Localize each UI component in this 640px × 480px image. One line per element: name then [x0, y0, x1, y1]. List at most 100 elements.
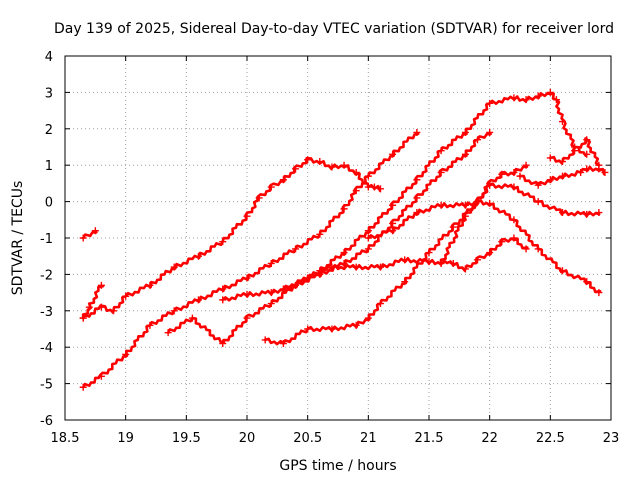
- series-line: [367, 182, 601, 240]
- data-point: [267, 289, 275, 297]
- x-tick-label: 22.5: [536, 431, 565, 446]
- data-point: [364, 234, 372, 242]
- series-arc-11: [516, 165, 609, 189]
- series-line: [549, 137, 601, 167]
- data-point: [376, 300, 384, 308]
- data-point: [364, 245, 372, 253]
- y-tick-label: -6: [40, 414, 53, 429]
- data-point: [267, 300, 275, 308]
- data-point: [146, 321, 154, 329]
- data-point: [292, 245, 300, 253]
- data-point: [413, 209, 421, 217]
- series-line: [81, 157, 382, 320]
- data-point: [510, 183, 518, 191]
- data-point: [79, 383, 87, 391]
- data-point: [486, 181, 494, 189]
- series-arc-1: [79, 227, 99, 242]
- data-point: [516, 172, 524, 180]
- data-point: [389, 219, 397, 227]
- data-point: [510, 168, 518, 176]
- data-point: [279, 176, 287, 184]
- data-point: [79, 234, 87, 242]
- data-point: [461, 212, 469, 220]
- data-point: [413, 176, 421, 184]
- y-tick-label: 0: [45, 196, 53, 211]
- data-point: [558, 209, 566, 217]
- x-tick-label: 21: [360, 431, 377, 446]
- data-point: [413, 128, 421, 136]
- data-point: [595, 161, 603, 169]
- data-point: [546, 154, 554, 162]
- data-point: [595, 209, 603, 217]
- data-point: [261, 336, 269, 344]
- data-point: [219, 238, 227, 246]
- data-point: [219, 296, 227, 304]
- data-point: [340, 259, 348, 267]
- data-point: [188, 314, 196, 322]
- data-point: [219, 285, 227, 293]
- data-point: [546, 176, 554, 184]
- data-point: [364, 227, 372, 235]
- data-point: [522, 96, 530, 104]
- data-point: [534, 92, 542, 100]
- data-point: [510, 234, 518, 242]
- data-point: [595, 289, 603, 297]
- series-arc-10: [437, 198, 603, 297]
- data-point: [316, 158, 324, 166]
- data-point: [437, 201, 445, 209]
- data-point: [364, 172, 372, 180]
- x-tick-label: 19.5: [172, 431, 201, 446]
- data-point: [376, 185, 384, 193]
- data-point: [486, 249, 494, 257]
- data-point: [255, 194, 263, 202]
- y-tick-label: 3: [45, 86, 53, 101]
- series-arc-6: [219, 128, 494, 304]
- series-arc-3: [79, 156, 384, 322]
- data-point: [449, 223, 457, 231]
- x-tick-label: 21.5: [415, 431, 444, 446]
- data-point: [474, 198, 482, 206]
- x-tick-label: 20.5: [293, 431, 322, 446]
- data-point: [571, 147, 579, 155]
- data-point: [164, 329, 172, 337]
- series-line: [221, 132, 492, 302]
- data-point: [389, 201, 397, 209]
- series-line: [81, 231, 98, 240]
- data-point: [534, 245, 542, 253]
- y-tick-label: 4: [45, 50, 53, 65]
- data-point: [461, 265, 469, 273]
- data-point: [558, 118, 566, 126]
- data-point: [376, 263, 384, 271]
- data-point: [486, 199, 494, 207]
- data-point: [243, 314, 251, 322]
- data-point: [97, 281, 105, 289]
- data-point: [583, 210, 591, 218]
- data-point: [413, 194, 421, 202]
- data-point: [243, 274, 251, 282]
- data-point: [389, 227, 397, 235]
- data-point: [170, 263, 178, 271]
- data-point: [583, 150, 591, 158]
- data-series: [79, 88, 609, 391]
- data-point: [328, 325, 336, 333]
- data-point: [510, 94, 518, 102]
- data-point: [577, 168, 585, 176]
- data-point: [425, 249, 433, 257]
- data-point: [316, 230, 324, 238]
- series-arc-5: [164, 88, 591, 348]
- grid: [65, 56, 611, 420]
- data-point: [267, 259, 275, 267]
- data-point: [304, 325, 312, 333]
- x-tick-label: 22: [481, 431, 498, 446]
- data-point: [370, 183, 378, 191]
- data-point: [449, 259, 457, 267]
- series-arc-9: [364, 181, 603, 242]
- y-axis-label: SDTVAR / TECUs: [10, 181, 26, 296]
- data-point: [340, 249, 348, 257]
- data-point: [546, 88, 554, 96]
- data-point: [352, 321, 360, 329]
- data-point: [91, 227, 99, 235]
- x-axis-label: GPS time / hours: [279, 458, 396, 474]
- data-point: [340, 205, 348, 213]
